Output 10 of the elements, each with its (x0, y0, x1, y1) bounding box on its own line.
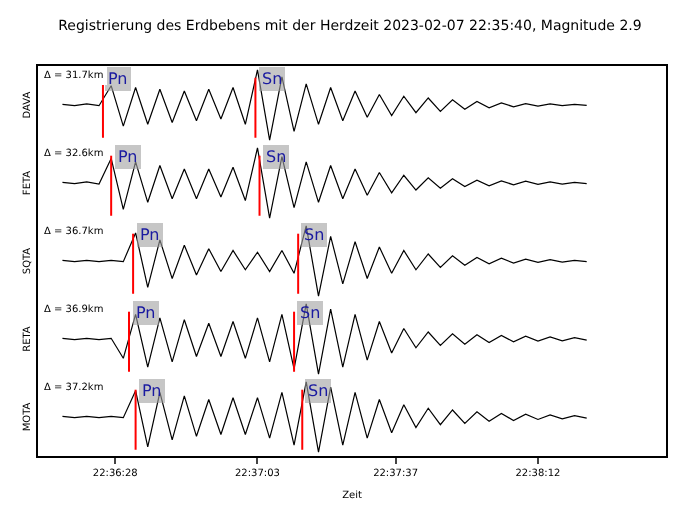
ref-line-label: Sn (304, 226, 325, 244)
ref-line-label: Sn (262, 70, 283, 88)
ref-line-label: Sn (300, 304, 321, 322)
ref-line-label: Sn (308, 382, 329, 400)
ref-line-label: Pn (140, 226, 160, 244)
ref-line-label: Pn (108, 70, 128, 88)
ref-line-label: Pn (136, 304, 156, 322)
ref-line-label: Sn (266, 148, 287, 166)
ref-line-label: Pn (118, 148, 138, 166)
ref-line-label: Pn (142, 382, 162, 400)
